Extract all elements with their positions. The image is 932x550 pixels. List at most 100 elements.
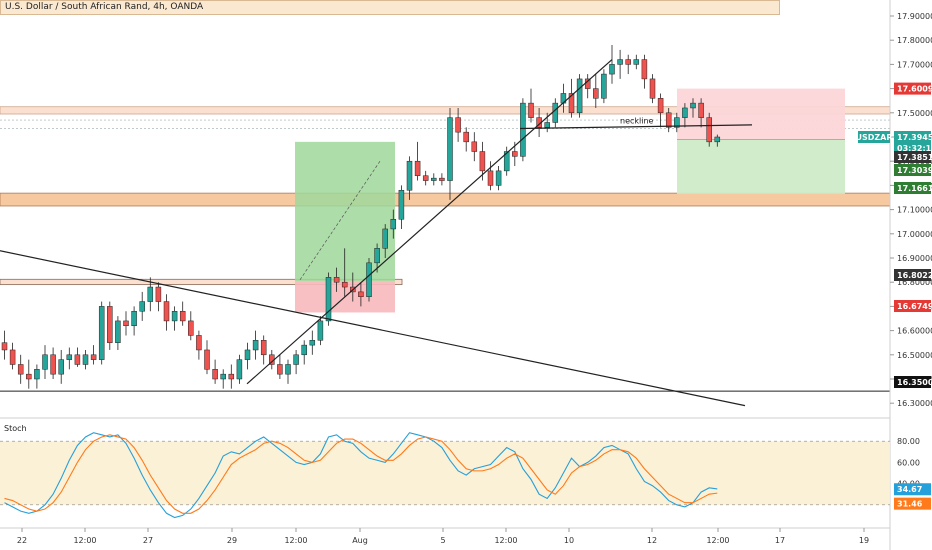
- candle[interactable]: [503, 151, 510, 172]
- price-tag-box[interactable]: [894, 182, 931, 194]
- candle[interactable]: [244, 349, 251, 360]
- candle[interactable]: [714, 136, 721, 143]
- candle[interactable]: [495, 170, 502, 186]
- candle[interactable]: [625, 59, 631, 65]
- ascending-trendline[interactable]: [246, 59, 613, 385]
- candle[interactable]: [188, 320, 194, 336]
- price-pane[interactable]: neckline: [0, 45, 891, 407]
- candle[interactable]: [706, 117, 712, 143]
- price-tag-box[interactable]: [894, 151, 931, 163]
- candle[interactable]: [512, 151, 518, 157]
- candle[interactable]: [260, 340, 267, 356]
- candle[interactable]: [366, 262, 372, 297]
- price-tag-box[interactable]: [894, 269, 931, 281]
- candle[interactable]: [155, 286, 162, 302]
- candle[interactable]: [163, 301, 170, 322]
- price-axis[interactable]: 17.9000017.8000017.7000017.6000017.50000…: [855, 0, 932, 550]
- short-position-stop-zone[interactable]: [677, 88, 845, 140]
- candle[interactable]: [179, 310, 186, 322]
- candle[interactable]: [277, 364, 283, 375]
- candle[interactable]: [576, 78, 583, 114]
- candle[interactable]: [252, 340, 259, 351]
- candle[interactable]: [390, 219, 397, 230]
- candle[interactable]: [50, 354, 56, 375]
- candle[interactable]: [66, 354, 73, 360]
- candle[interactable]: [42, 354, 48, 370]
- candle[interactable]: [568, 93, 575, 114]
- candle[interactable]: [479, 151, 486, 172]
- candle[interactable]: [131, 310, 137, 327]
- candle[interactable]: [665, 112, 672, 128]
- price-tag-box[interactable]: [894, 131, 931, 143]
- candle[interactable]: [236, 359, 243, 380]
- price-tag-box[interactable]: [894, 141, 931, 154]
- candle[interactable]: [115, 320, 121, 343]
- price-tag-box[interactable]: [894, 300, 931, 312]
- neckline-line[interactable]: [519, 124, 753, 130]
- candle[interactable]: [74, 354, 81, 365]
- support-zone[interactable]: [0, 192, 891, 207]
- candle[interactable]: [471, 141, 478, 152]
- candle[interactable]: [341, 281, 348, 288]
- candle[interactable]: [463, 131, 469, 143]
- candle[interactable]: [171, 310, 178, 322]
- candle[interactable]: [212, 369, 218, 380]
- candle[interactable]: [520, 102, 526, 157]
- candle[interactable]: [26, 373, 32, 380]
- candle[interactable]: [682, 107, 688, 118]
- candle[interactable]: [204, 349, 210, 370]
- candle[interactable]: [107, 306, 113, 343]
- candle[interactable]: [487, 170, 494, 186]
- candle[interactable]: [358, 291, 364, 297]
- candle[interactable]: [285, 364, 291, 375]
- support-zone-small[interactable]: [0, 278, 403, 286]
- candle[interactable]: [58, 359, 64, 375]
- candle[interactable]: [228, 373, 235, 380]
- candle[interactable]: [123, 320, 129, 327]
- candle[interactable]: [333, 277, 340, 283]
- candle[interactable]: [17, 364, 24, 375]
- price-tag-box[interactable]: [894, 164, 931, 176]
- candle[interactable]: [398, 189, 405, 220]
- time-axis[interactable]: 22 12:00 27 29 12:00 Aug 5 12:00 10 12 12:00 17 19: [0, 527, 890, 545]
- candle[interactable]: [293, 354, 299, 365]
- candle[interactable]: [9, 349, 16, 365]
- candle[interactable]: [455, 117, 461, 133]
- candle[interactable]: [34, 369, 40, 380]
- candle[interactable]: [317, 320, 324, 341]
- candle[interactable]: [382, 228, 388, 249]
- candle[interactable]: [98, 306, 105, 360]
- candle[interactable]: [139, 301, 145, 312]
- candle[interactable]: [414, 160, 421, 176]
- candle[interactable]: [649, 78, 656, 99]
- candle[interactable]: [1, 342, 8, 351]
- candle[interactable]: [690, 102, 696, 109]
- candle[interactable]: [422, 175, 429, 181]
- candle[interactable]: [325, 277, 332, 322]
- candle[interactable]: [431, 177, 437, 181]
- candle[interactable]: [617, 59, 623, 65]
- candle[interactable]: [196, 335, 202, 351]
- candle[interactable]: [674, 117, 680, 128]
- price-tag-box[interactable]: [894, 376, 931, 388]
- candle[interactable]: [601, 73, 607, 99]
- candle[interactable]: [447, 117, 453, 181]
- candle[interactable]: [301, 344, 307, 356]
- candle[interactable]: [698, 102, 704, 118]
- price-tag-box[interactable]: [894, 82, 931, 95]
- candle[interactable]: [528, 102, 534, 118]
- candle[interactable]: [220, 373, 226, 380]
- short-position-target-zone[interactable]: [677, 139, 845, 194]
- candle[interactable]: [657, 98, 664, 114]
- candle[interactable]: [609, 64, 615, 75]
- candle[interactable]: [309, 340, 316, 346]
- candle[interactable]: [633, 59, 640, 65]
- candle[interactable]: [552, 102, 559, 123]
- candle[interactable]: [544, 122, 550, 128]
- candle[interactable]: [374, 248, 380, 264]
- candle[interactable]: [641, 59, 648, 80]
- candle[interactable]: [82, 354, 89, 365]
- candle[interactable]: [593, 88, 599, 99]
